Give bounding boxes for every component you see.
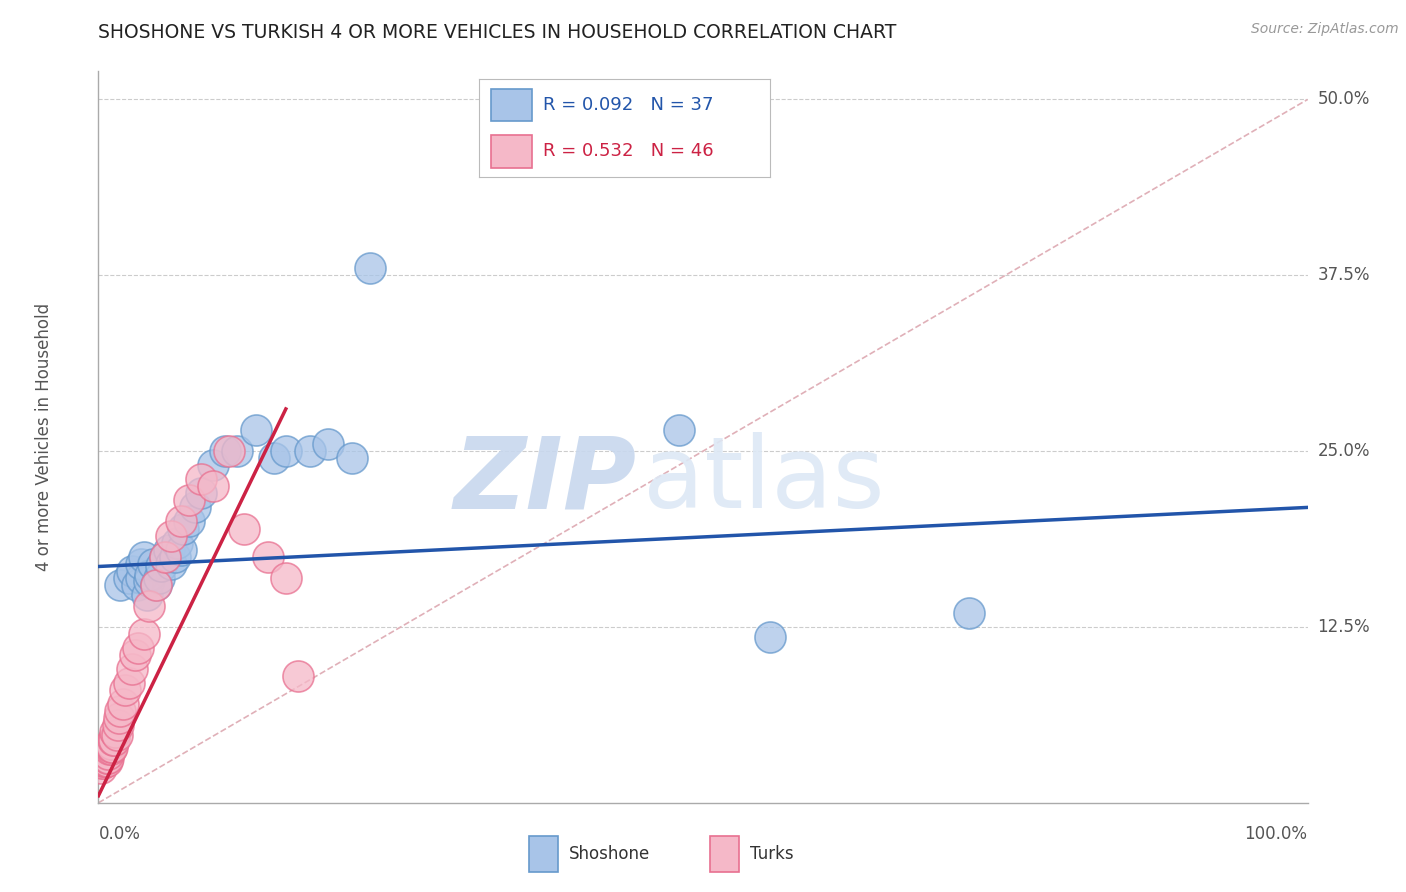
Point xyxy=(184,500,207,515)
Point xyxy=(129,571,152,585)
Text: 25.0%: 25.0% xyxy=(1317,442,1369,460)
Point xyxy=(148,571,170,585)
Point xyxy=(134,627,156,641)
Point xyxy=(118,676,141,690)
Point xyxy=(157,542,180,557)
Point xyxy=(108,711,131,725)
Point xyxy=(97,747,120,761)
Point xyxy=(108,578,131,592)
Point xyxy=(274,444,297,458)
Point xyxy=(758,630,780,644)
Point xyxy=(91,756,114,771)
Point xyxy=(153,549,176,564)
Point xyxy=(299,444,322,458)
Point xyxy=(245,423,267,437)
Point xyxy=(163,549,186,564)
Point xyxy=(145,578,167,592)
Point xyxy=(100,737,122,751)
Point xyxy=(256,549,278,564)
Point xyxy=(104,725,127,739)
Point xyxy=(97,751,120,765)
Point xyxy=(142,557,165,571)
Text: 12.5%: 12.5% xyxy=(1317,618,1369,636)
Point xyxy=(93,754,115,768)
Point xyxy=(129,557,152,571)
Point xyxy=(957,606,980,620)
Point xyxy=(226,444,249,458)
Text: 50.0%: 50.0% xyxy=(1317,90,1369,109)
Point xyxy=(202,458,225,473)
Point xyxy=(103,732,125,747)
Point xyxy=(111,698,134,712)
Text: 0.0%: 0.0% xyxy=(98,825,141,843)
Point xyxy=(190,486,212,500)
Point xyxy=(150,559,173,574)
Text: 37.5%: 37.5% xyxy=(1317,267,1369,285)
Point xyxy=(101,732,124,747)
Text: atlas: atlas xyxy=(643,433,884,530)
Point xyxy=(107,718,129,732)
Point xyxy=(190,472,212,486)
Point xyxy=(179,493,201,508)
Point xyxy=(342,451,364,466)
Point xyxy=(118,571,141,585)
Text: 4 or more Vehicles in Household: 4 or more Vehicles in Household xyxy=(35,303,53,571)
Text: SHOSHONE VS TURKISH 4 OR MORE VEHICLES IN HOUSEHOLD CORRELATION CHART: SHOSHONE VS TURKISH 4 OR MORE VEHICLES I… xyxy=(98,23,897,42)
Point xyxy=(98,742,121,756)
Point xyxy=(179,515,201,529)
Point xyxy=(124,648,146,662)
Point xyxy=(100,742,122,756)
Point xyxy=(214,444,236,458)
Point xyxy=(145,578,167,592)
Point xyxy=(169,542,191,557)
Point xyxy=(668,423,690,437)
Point xyxy=(135,588,157,602)
Point xyxy=(127,641,149,656)
Point xyxy=(121,564,143,578)
Point xyxy=(202,479,225,493)
Point xyxy=(232,521,254,535)
Text: ZIP: ZIP xyxy=(454,433,637,530)
Text: 100.0%: 100.0% xyxy=(1244,825,1308,843)
Point xyxy=(90,761,112,775)
Point xyxy=(91,756,114,771)
Point xyxy=(108,705,131,719)
Point xyxy=(100,739,122,754)
Point xyxy=(134,549,156,564)
Point xyxy=(360,261,382,276)
Point xyxy=(96,747,118,761)
Point xyxy=(127,578,149,592)
Point xyxy=(96,754,118,768)
Point xyxy=(160,557,183,571)
Point xyxy=(94,751,117,765)
Point xyxy=(218,444,240,458)
Point xyxy=(105,728,128,742)
Point xyxy=(94,754,117,768)
Point xyxy=(263,451,285,466)
Point xyxy=(100,739,122,754)
Point xyxy=(91,754,114,768)
Point xyxy=(121,662,143,676)
Point xyxy=(138,574,160,588)
Point xyxy=(166,535,188,549)
Point xyxy=(172,521,194,535)
Point xyxy=(96,751,118,765)
Point xyxy=(160,528,183,542)
Point xyxy=(316,437,339,451)
Text: Source: ZipAtlas.com: Source: ZipAtlas.com xyxy=(1251,22,1399,37)
Point xyxy=(93,751,115,765)
Point xyxy=(138,599,160,613)
Point xyxy=(139,568,162,582)
Point xyxy=(274,571,297,585)
Point xyxy=(114,683,136,698)
Point xyxy=(169,515,191,529)
Point xyxy=(287,669,309,683)
Point xyxy=(153,549,176,564)
Point xyxy=(91,754,114,768)
